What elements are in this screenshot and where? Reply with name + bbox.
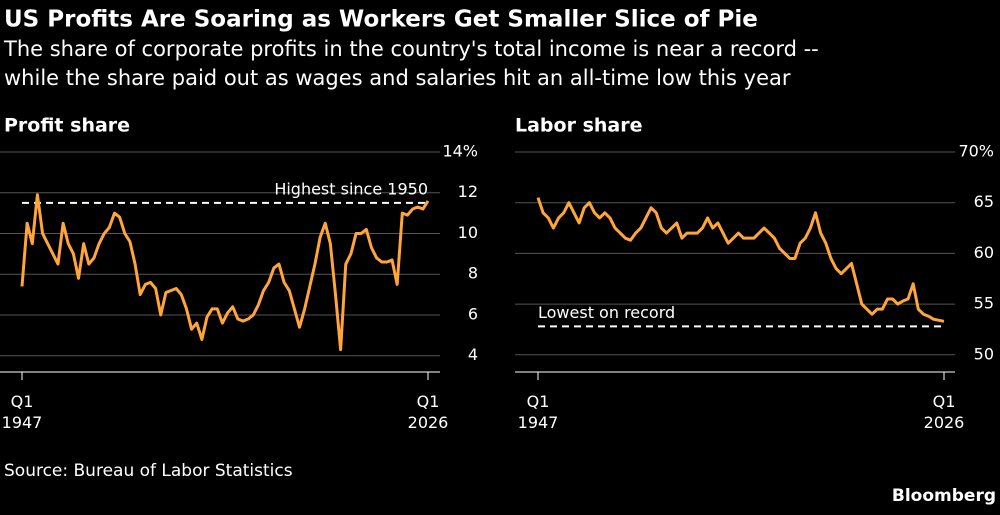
panel-title: Labor share: [515, 115, 642, 137]
y-tick-label: 70%: [958, 142, 994, 161]
subtitle: while the share paid out as wages and sa…: [4, 66, 791, 90]
y-tick-label: 50: [974, 344, 994, 363]
source: Source: Bureau of Labor Statistics: [4, 461, 293, 481]
y-tick-label: 4: [468, 345, 478, 364]
y-tick-label: 8: [468, 264, 478, 283]
y-tick-label: 60: [974, 243, 994, 262]
subtitle: The share of corporate profits in the co…: [3, 37, 819, 61]
x-tick-label: Q1 2026: [924, 392, 965, 432]
x-tick-label: Q1 1947: [2, 392, 43, 432]
y-tick-label: 14%: [442, 142, 478, 161]
x-tick-label: Q1 1947: [518, 392, 559, 432]
x-tick-label: Q1 2026: [408, 392, 449, 432]
panel-title: Profit share: [4, 115, 130, 137]
y-tick-label: 6: [468, 304, 478, 323]
title: US Profits Are Soaring as Workers Get Sm…: [4, 7, 758, 33]
data-line: [20, 193, 430, 352]
data-line: [536, 197, 945, 323]
annotation-text: Lowest on record: [538, 303, 675, 322]
y-tick-label: 55: [974, 294, 994, 313]
annotation-text: Highest since 1950: [274, 179, 428, 198]
y-tick-label: 10: [458, 223, 478, 242]
y-tick-label: 12: [458, 182, 478, 201]
y-tick-label: 65: [974, 192, 994, 211]
logo: Bloomberg: [892, 486, 996, 506]
